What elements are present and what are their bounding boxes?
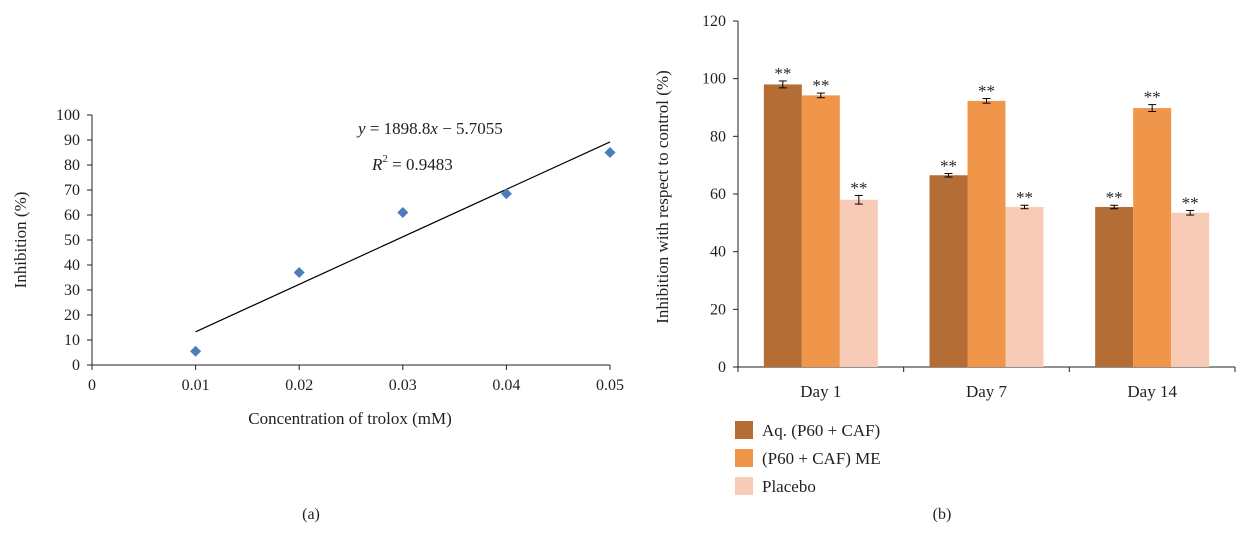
significance-marker: ** — [978, 82, 995, 101]
bar-3 — [839, 199, 878, 367]
scatter-y-tick-label: 100 — [56, 107, 80, 124]
scatter-y-tick-labels: 0 10 20 30 40 50 60 70 80 90 100 — [56, 107, 80, 374]
significance-marker: ** — [812, 76, 829, 95]
scatter-x-tick-label: 0.05 — [596, 377, 624, 394]
bar-3 — [1005, 206, 1044, 367]
scatter-y-tick-label: 60 — [64, 207, 80, 224]
scatter-y-tick-label: 20 — [64, 307, 80, 324]
scatter-x-tick-label: 0.04 — [492, 377, 520, 394]
scatter-y-axis-title: Inhibition (%) — [11, 192, 30, 289]
scatter-y-tick-label: 10 — [64, 332, 80, 349]
scatter-point — [500, 188, 512, 200]
bar-category-labels: Day 1 Day 7 Day 14 — [800, 382, 1177, 401]
scatter-y-tick-label: 70 — [64, 182, 80, 199]
scatter-points — [190, 147, 616, 357]
scatter-point — [190, 345, 202, 357]
bar-y-tick-label: 120 — [702, 13, 726, 30]
scatter-y-tick-label: 0 — [72, 357, 80, 374]
scatter-y-tick-label: 30 — [64, 282, 80, 299]
scatter-point — [604, 147, 616, 158]
bar-2 — [1133, 108, 1172, 368]
bar-y-tick-label: 0 — [718, 359, 726, 376]
bar-y-tick-label: 20 — [710, 301, 726, 318]
significance-marker: ** — [940, 157, 957, 176]
significance-marker: ** — [850, 178, 867, 197]
legend-swatch-2 — [735, 449, 753, 467]
significance-marker: ** — [1182, 193, 1199, 212]
scatter-y-tick-label: 80 — [64, 157, 80, 174]
scatter-x-tick-label: 0.02 — [285, 377, 313, 394]
equation-intercept: − 5.7055 — [438, 119, 503, 138]
scatter-y-tick-label: 40 — [64, 257, 80, 274]
scatter-point — [397, 207, 409, 218]
bar-y-tick-label: 100 — [702, 71, 726, 88]
bar-1 — [1095, 206, 1134, 367]
scatter-trendline-group — [195, 141, 611, 333]
bar-chart: 0 20 40 60 80 100 120 ** ** ** ** ** ** ** ** ** Day 1… — [653, 13, 1236, 523]
bar-category-label: Day 7 — [966, 382, 1008, 401]
legend-label-1: Aq. (P60 + CAF) — [762, 421, 880, 440]
legend-label-3: Placebo — [762, 477, 816, 496]
bar-legend: Aq. (P60 + CAF) (P60 + CAF) ME Placebo — [735, 421, 881, 496]
equation-coefficient: = 1898.8 — [366, 119, 431, 138]
significance-marker: ** — [774, 64, 791, 83]
bar-category-label: Day 1 — [800, 382, 841, 401]
equation-x-symbol: x — [429, 119, 438, 138]
r2-symbol: R — [371, 155, 383, 174]
legend-swatch-3 — [735, 477, 753, 495]
significance-marker: ** — [1016, 188, 1033, 207]
scatter-x-tick-labels: 0 0.01 0.02 0.03 0.04 0.05 — [88, 377, 624, 394]
panel-b-label: (b) — [933, 506, 952, 523]
scatter-trendline — [195, 141, 611, 333]
significance-marker: ** — [1106, 188, 1123, 207]
bar-y-axis-title: Inhibition with respect to control (%) — [653, 70, 672, 324]
scatter-point — [293, 267, 305, 278]
bar-2 — [967, 100, 1006, 367]
bar-y-tick-label: 80 — [710, 128, 726, 145]
bar-y-tick-label: 40 — [710, 244, 726, 261]
legend-label-2: (P60 + CAF) ME — [762, 449, 881, 468]
bar-y-tick-labels: 0 20 40 60 80 100 120 — [702, 13, 726, 376]
scatter-r2-annotation: R2 = 0.9483 — [371, 153, 453, 174]
panel-a-label: (a) — [302, 506, 320, 523]
bar-2 — [801, 95, 840, 367]
bar-3 — [1171, 212, 1210, 367]
scatter-x-tick-label: 0.03 — [389, 377, 417, 394]
r2-superscript: 2 — [382, 153, 388, 165]
scatter-y-tick-label: 90 — [64, 132, 80, 149]
equation-y-symbol: y — [356, 119, 366, 138]
scatter-x-axis-title: Concentration of trolox (mM) — [248, 409, 452, 428]
scatter-chart: 0 10 20 30 40 50 60 70 80 90 100 0 0.01 0.02 0.03 0.04… — [11, 107, 624, 523]
bar-series-marks: ** ** ** ** ** ** ** ** ** — [763, 64, 1210, 368]
bar-1 — [763, 84, 802, 367]
scatter-y-tick-label: 50 — [64, 232, 80, 249]
scatter-x-tick-label: 0.01 — [182, 377, 210, 394]
r2-value: = 0.9483 — [388, 155, 453, 174]
significance-marker: ** — [1144, 88, 1161, 107]
scatter-axes — [87, 114, 611, 370]
scatter-equation-annotation: y = 1898.8x − 5.7055 — [356, 119, 503, 138]
bar-y-tick-label: 60 — [710, 186, 726, 203]
scatter-x-tick-label: 0 — [88, 377, 96, 394]
bar-1 — [929, 175, 968, 367]
legend-swatch-1 — [735, 421, 753, 439]
bar-category-label: Day 14 — [1127, 382, 1177, 401]
